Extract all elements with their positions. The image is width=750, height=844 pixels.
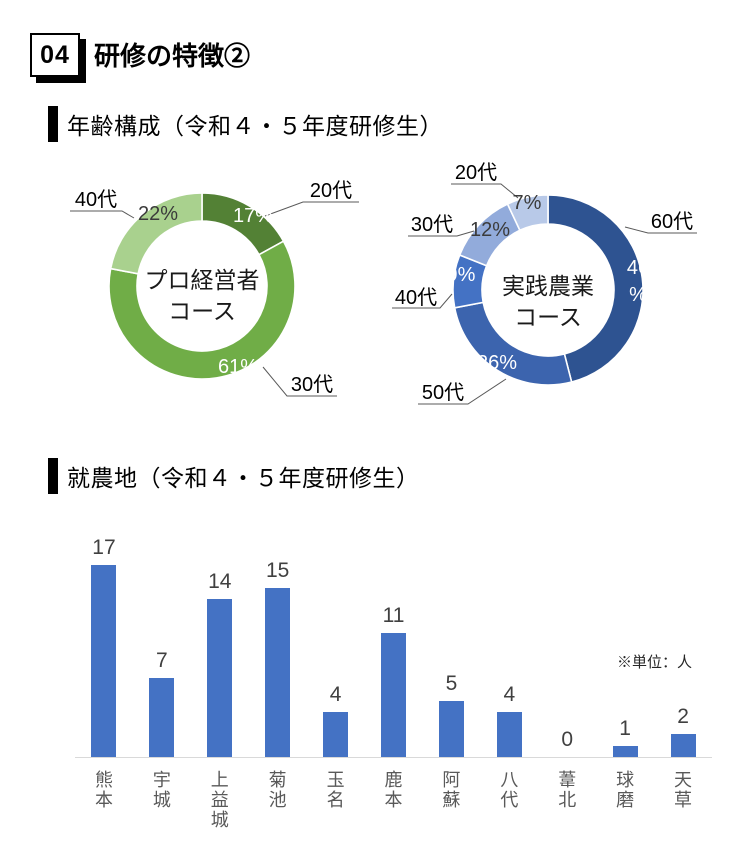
bar-7 [496,711,522,757]
leader-line-4 [451,183,519,199]
donut-center-label-line-1: コース [168,298,236,324]
leader-line-2 [70,210,135,219]
bar-x-label-3: 菊池 [266,770,287,810]
donut-percent-label-0: 17% [233,205,273,227]
bar-value-label-6: 5 [445,671,458,695]
leader-line-0 [264,201,359,217]
bar-value-label-7: 4 [503,682,516,706]
leader-line-1 [262,366,337,397]
bar-x-label-9: 球磨 [614,770,635,810]
donut-category-label-3: 30代 [411,213,453,236]
donut-percent-label-4: 7% [513,192,542,214]
bar-x-label-7: 八代 [498,770,519,810]
page-title: 研修の特徴② [94,41,251,71]
bar-value-label-8: 0 [561,728,574,751]
section-heading-age: 年齢構成（令和４・５年度研修生） [48,106,443,142]
bar-0 [91,564,117,757]
bar-x-label-8: 葦北 [556,770,577,810]
donut-center-label-line-0: プロ経営者 [145,267,260,293]
donut-percent-label-2: 9% [447,264,476,286]
leader-line-0 [624,226,697,234]
donut-category-label-0: 60代 [651,210,693,233]
donut-slice-2 [109,192,203,275]
bar-value-label-9: 1 [619,716,631,740]
donut-category-label-1: 30代 [291,373,333,396]
bar-value-label-2: 14 [208,569,232,593]
bar-x-label-5: 鹿本 [382,770,403,810]
donut-slice-4 [506,194,549,232]
bar-5 [381,632,406,757]
bar-4 [323,711,349,757]
bar-x-label-4: 玉名 [324,770,345,810]
page-number: 04 [40,40,70,69]
section-heading-age-label: 年齢構成（令和４・５年度研修生） [67,113,443,139]
donut-percent-label-3: 12% [470,219,510,241]
bar-x-label-1: 宇城 [150,770,171,810]
bar-chart-farming-locations: 17 熊本 7 宇城 14 上益城 15 菊池 4 玉名 11 鹿本 5 阿蘇 4 八代 0 葦北 1 球磨 2 天草 [75,528,712,844]
donut-category-label-2: 40代 [395,286,437,309]
bar-9 [612,745,638,757]
heading-bar-icon [48,106,58,142]
bar-value-label-4: 4 [329,682,342,706]
bar-x-label-0: 熊本 [92,770,113,810]
bar-value-label-10: 2 [677,705,689,729]
bar-value-label-1: 7 [156,648,168,672]
donut-center-label-line-1: コース [514,304,582,330]
donut-category-label-0: 20代 [310,179,352,202]
bar-2 [207,598,233,757]
x-axis-line [75,757,712,758]
bar-3 [265,587,291,757]
donut-category-label-4: 20代 [455,161,497,184]
leader-line-2 [392,293,453,309]
bar-value-label-5: 11 [382,603,405,627]
donut-slice-1 [108,240,296,380]
bar-6 [438,700,464,757]
bar-x-label-10: 天草 [672,770,693,810]
leader-line-1 [418,378,507,405]
donut-chart-pro-management: 20代 17% 30代 61% 40代 22% プロ経営者コース [60,155,390,445]
bar-value-label-3: 15 [265,558,290,582]
donut-slice-0 [547,194,644,383]
bar-1 [149,677,175,757]
leader-line-3 [408,230,475,237]
donut-category-label-2: 40代 [75,188,117,211]
heading-bar-icon [48,458,58,494]
page-number-badge: 04 [30,33,80,77]
donut-percent-label-1: 61% [218,356,258,378]
bar-10 [670,734,696,757]
donut-chart-practical-agriculture: 60代 46% 50代 26% 40代 9% 30代 12% 20代 7% 実践農業コース [388,150,738,450]
donut-percent-label-0: 46% [627,257,649,306]
donut-category-label-1: 50代 [422,381,464,404]
unit-note: ※単位：人 [617,654,693,671]
donut-percent-label-2: 22% [138,203,178,225]
section-heading-location: 就農地（令和４・５年度研修生） [48,458,420,494]
bar-x-label-6: 阿蘇 [440,770,461,810]
bar-x-label-2: 上益城 [208,770,229,830]
donut-center-label-line-0: 実践農業 [502,273,594,299]
section-heading-location-label: 就農地（令和４・５年度研修生） [67,465,420,491]
donut-percent-label-1: 26% [477,352,517,374]
bar-value-label-0: 17 [92,535,116,559]
